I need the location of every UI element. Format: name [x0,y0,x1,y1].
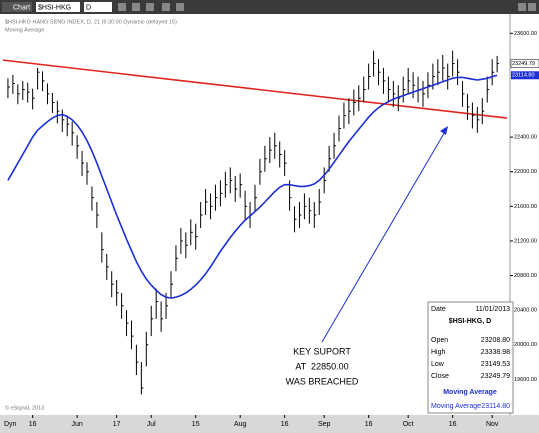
axis-menu[interactable]: Dyn [4,421,17,428]
tool-icon[interactable] [162,3,170,11]
trendline [2,59,508,119]
data-window: Date 11/01/2013 $HSI-HKG, D Open 23208.8… [427,301,514,414]
dw-label: High [431,349,446,356]
y-tick-label: 23600.00 [514,31,537,37]
x-tick-label: Jul [147,421,156,428]
dw-value: 23114.80 [481,403,510,410]
window-button[interactable] [528,3,536,11]
chart-subtitle: Moving Average [5,27,44,33]
y-tick-label: 21200.00 [514,238,537,244]
x-tick-label: Sep [318,421,331,428]
x-tick-label: Nov [486,421,499,428]
symbol-input[interactable] [36,2,80,12]
annotation: KEY SUPORT AT 22850.00 WAS BREACHED [286,126,448,386]
toolbar [0,0,539,14]
annotation-text: AT 22850.00 [295,361,348,371]
ma-tag-label: 23114.80 [512,73,535,79]
dw-label: Date [431,306,446,313]
tool-icon[interactable] [146,3,154,11]
chart-title: $HSI-HKG HANG SENG INDEX, D, 21 (9:30:00… [5,19,177,25]
dw-label: Low [431,361,445,368]
y-tick-label: 20000.00 [514,342,537,348]
data-window-box [427,301,514,414]
x-tick-label: Aug [234,421,247,428]
interval-input[interactable] [84,2,112,12]
x-tick-label: 16 [365,421,373,428]
dw-value: 23338.98 [481,349,510,356]
annotation-arrow [321,129,447,343]
dw-value: 11/01/2013 [475,306,510,313]
dw-label: Close [431,373,449,380]
x-tick-label: 16 [449,421,457,428]
ma-tag [511,71,539,80]
symbol-text: $HSI-HKG [38,4,71,11]
window-button[interactable] [518,3,526,11]
tool-icon[interactable] [176,3,184,11]
x-tick-label: Jun [71,421,82,428]
dw-section: Moving Average [443,389,497,396]
dw-symbol: $HSI-HKG, D [449,318,491,325]
x-tick-label: 16 [281,421,289,428]
annotation-text: KEY SUPORT [293,346,351,356]
app-button[interactable] [2,2,32,12]
y-tick-label: 19600.00 [514,377,537,383]
y-tick-label: 20800.00 [514,273,537,279]
moving-average-line [7,74,498,299]
tool-icon[interactable] [132,3,140,11]
dw-value: 23249.79 [481,373,510,380]
x-tick-label: 17 [113,421,121,428]
annotation-text: WAS BREACHED [286,376,359,386]
x-tick-label: Oct [403,421,414,428]
dw-value: 23149.53 [481,361,510,368]
x-tick-label: 15 [192,421,200,428]
price-tag-label: 23249.79 [512,61,535,67]
y-tick-label: 20400.00 [514,308,537,314]
app-label: Chart [13,4,30,11]
dw-value: 23208.80 [481,337,510,344]
y-tick-label: 22400.00 [514,135,537,141]
tool-icon[interactable] [118,3,126,11]
plot: 23600.00 22400.00 22000.00 21600.00 21200.00… [2,31,539,428]
dw-label: Open [431,337,448,344]
interval-text: D [86,4,91,11]
y-tick-label: 22000.00 [514,169,537,175]
y-tick-label: 21600.00 [514,204,537,210]
x-axis-bar [0,415,539,433]
price-tag [510,59,539,68]
dw-label: Moving Average [431,403,481,410]
x-tick-label: 16 [29,421,37,428]
arrow-head [440,126,448,135]
copyright: © eSignal, 2013 [5,404,44,411]
